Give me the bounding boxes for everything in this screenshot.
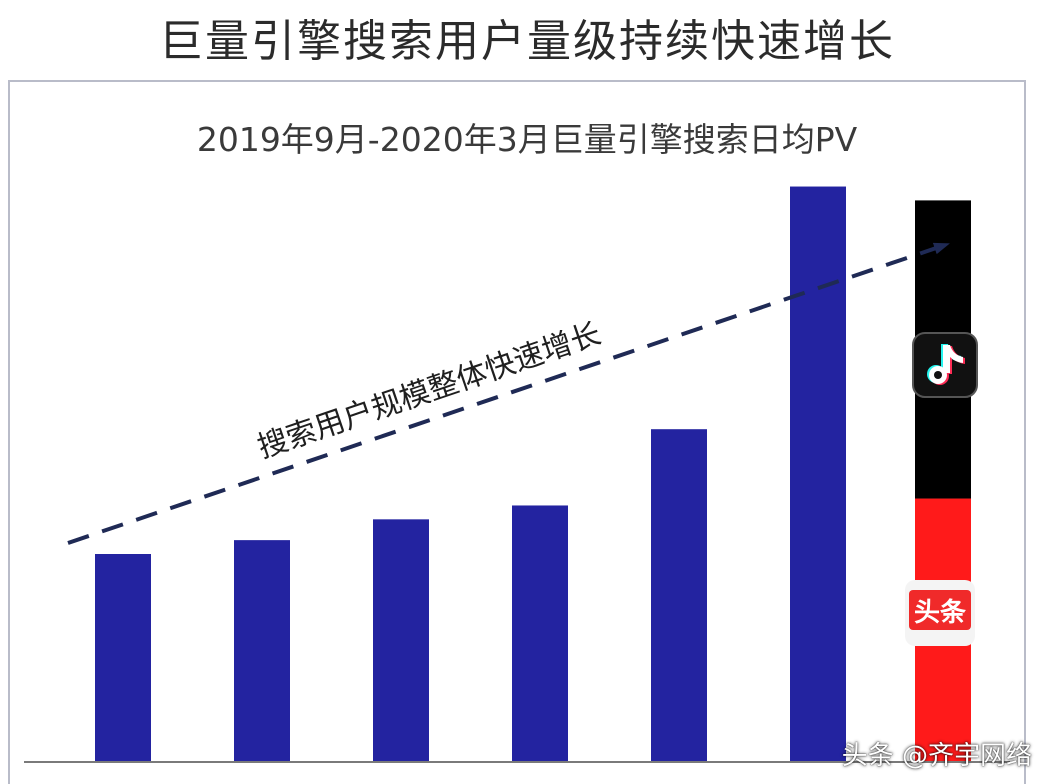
trend-annotation: 搜索用户规模整体快速增长 — [253, 316, 605, 465]
bar-6 — [790, 186, 846, 763]
douyin-logo-icon — [912, 332, 978, 398]
bar-4 — [512, 505, 568, 762]
bar-2 — [234, 540, 290, 762]
toutiao-logo-label: 头条 — [914, 598, 967, 628]
chart-title: 2019年9月-2020年3月巨量引擎搜索日均PV — [196, 120, 858, 159]
bar-3 — [373, 519, 429, 762]
watermark: 头条 @齐宇网络 — [841, 741, 1032, 771]
bar-5 — [651, 429, 707, 762]
page-title: 巨量引擎搜索用户量级持续快速增长 — [159, 16, 895, 67]
trend-arrow — [67, 242, 950, 545]
bar-1 — [95, 554, 151, 762]
toutiao-logo-icon: 头条 — [905, 580, 975, 646]
